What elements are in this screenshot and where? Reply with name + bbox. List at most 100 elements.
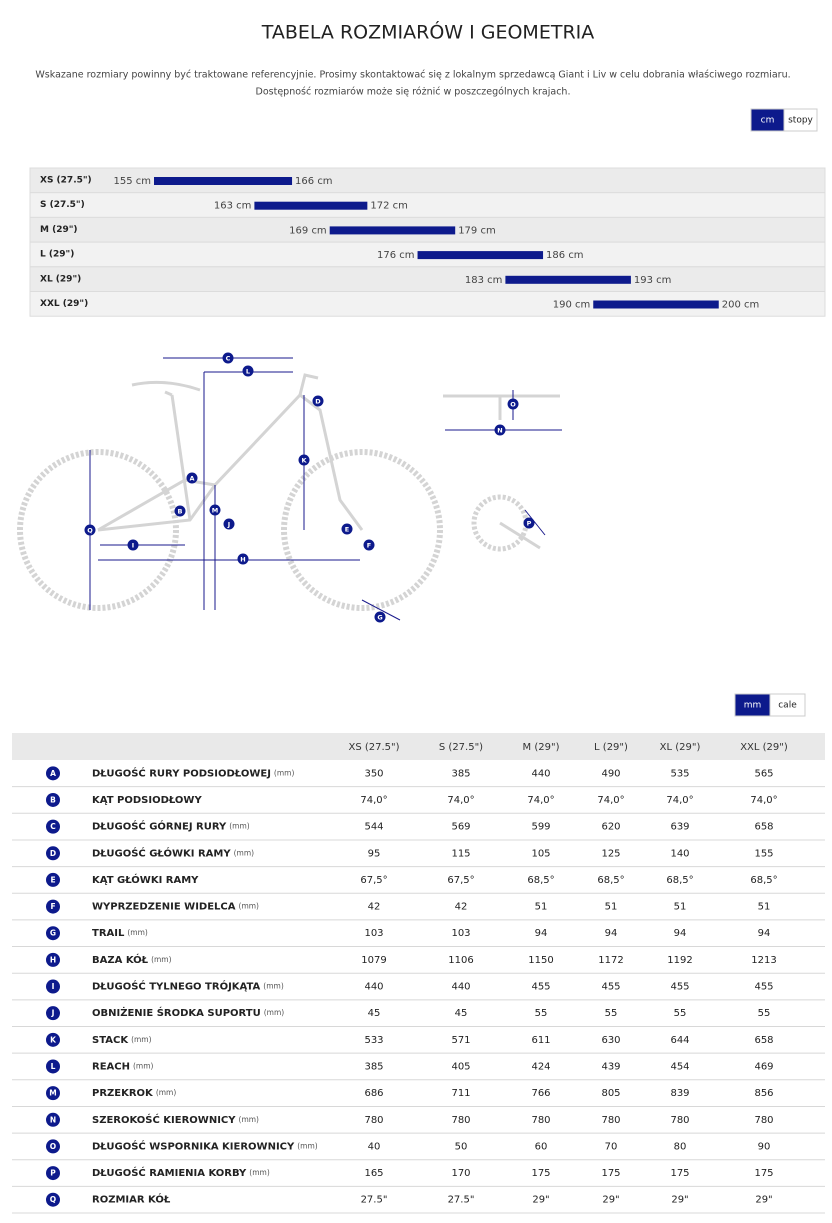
unit-toggle[interactable]: [769, 693, 806, 717]
cell-value: 115: [451, 848, 470, 859]
max-label: 193 cm: [634, 275, 672, 286]
diagram-letter: L: [246, 368, 250, 376]
cell-value: 29": [602, 1195, 619, 1206]
diagram-marker: [174, 505, 186, 517]
cell-value: 40: [368, 1141, 381, 1152]
diagram-marker: [298, 454, 310, 466]
cell-value: 405: [451, 1061, 470, 1072]
param-name: WYPRZEDZENIE WIDELCA: [92, 902, 236, 913]
max-label: 179 cm: [458, 225, 496, 236]
cell-value: 42: [368, 902, 381, 913]
height-range-bar: [593, 300, 719, 309]
cell-value: 94: [535, 928, 548, 939]
row-name: DŁUGOŚĆ RURY PODSIODŁOWEJ (mm): [92, 766, 294, 779]
height-range-bar: [417, 251, 544, 260]
row-letter: O: [50, 1142, 56, 1151]
cell-value: 74,0°: [360, 795, 387, 806]
cell-value: 55: [605, 1008, 618, 1019]
unit-label[interactable]: stopy: [788, 116, 813, 126]
row-name: SZEROKOŚĆ KIEROWNICY (mm): [92, 1113, 259, 1126]
row-name: PRZEKROK (mm): [92, 1088, 176, 1099]
cell-value: 29": [755, 1195, 772, 1206]
column-header: XS (27.5"): [348, 742, 399, 753]
cell-value: 780: [754, 1115, 773, 1126]
row-letter: N: [50, 1115, 56, 1124]
diagram-marker: [494, 424, 506, 436]
unit-label[interactable]: cale: [778, 701, 797, 711]
letter-badge: [46, 1032, 60, 1047]
cell-value: 780: [670, 1115, 689, 1126]
cell-value: 571: [451, 1035, 470, 1046]
letter-badge: [46, 1059, 60, 1074]
cell-value: 711: [451, 1088, 470, 1099]
diagram-marker: [523, 517, 535, 529]
column-header: L (29"): [594, 742, 628, 753]
param-name: KĄT GŁÓWKI RAMY: [92, 873, 199, 886]
cell-value: 658: [754, 1035, 773, 1046]
letter-badge: [46, 792, 60, 807]
cell-value: 68,5°: [597, 875, 624, 886]
diagram-letter: G: [377, 614, 382, 622]
param-unit: (mm): [133, 1061, 154, 1070]
row-letter: F: [50, 902, 55, 911]
diagram-letter: K: [301, 457, 307, 465]
param-name: DŁUGOŚĆ WSPORNIKA KIEROWNICY: [92, 1139, 295, 1152]
letter-badge: [46, 1086, 60, 1101]
row-letter: B: [50, 795, 56, 804]
cell-value: 45: [368, 1008, 381, 1019]
cell-value: 70: [605, 1141, 618, 1152]
unit-label[interactable]: mm: [744, 701, 762, 711]
cell-value: 74,0°: [597, 795, 624, 806]
cell-value: 103: [451, 928, 470, 939]
max-label: 186 cm: [546, 250, 584, 261]
cell-value: 350: [364, 768, 383, 779]
param-unit: (mm): [151, 955, 172, 964]
diagram-letter: P: [527, 520, 532, 528]
cell-value: 29": [532, 1195, 549, 1206]
size-row: [29, 291, 826, 317]
height-range-bar: [154, 177, 293, 185]
letter-badge: [46, 926, 60, 941]
letter-badge: [46, 846, 60, 861]
cell-value: 630: [601, 1035, 620, 1046]
param-unit: (mm): [131, 1035, 152, 1044]
diagram-letter: D: [315, 398, 321, 406]
size-label: XL (29"): [40, 274, 81, 284]
cell-value: 385: [451, 768, 470, 779]
letter-badge: [46, 1166, 60, 1181]
param-name: SZEROKOŚĆ KIEROWNICY: [92, 1113, 236, 1126]
column-header: M (29"): [523, 742, 560, 753]
size-row: [29, 266, 826, 292]
cell-value: 60: [535, 1141, 548, 1152]
diagram-letter: A: [189, 475, 194, 483]
letter-badge: [46, 952, 60, 967]
cell-value: 639: [670, 822, 689, 833]
cell-value: 620: [601, 822, 620, 833]
cell-value: 644: [670, 1035, 689, 1046]
unit-toggle[interactable]: [783, 108, 818, 132]
diagram-letter: B: [178, 508, 183, 516]
unit-label[interactable]: cm: [761, 116, 775, 126]
max-label: 166 cm: [295, 176, 333, 187]
size-label: M (29"): [40, 225, 78, 235]
cell-value: 440: [451, 982, 470, 993]
row-name: ROZMIAR KÓŁ: [92, 1193, 171, 1206]
param-unit: (mm): [239, 902, 260, 911]
row-name: WYPRZEDZENIE WIDELCA (mm): [92, 902, 259, 913]
param-name: DŁUGOŚĆ RAMIENIA KORBY: [92, 1166, 247, 1179]
cell-value: 385: [364, 1061, 383, 1072]
cell-value: 1106: [448, 955, 473, 966]
cell-value: 175: [531, 1168, 550, 1179]
cell-value: 55: [674, 1008, 687, 1019]
row-name: STACK (mm): [92, 1035, 152, 1046]
row-name: DŁUGOŚĆ GŁÓWKI RAMY (mm): [92, 846, 254, 859]
param-name: BAZA KÓŁ: [92, 953, 149, 966]
size-row: [29, 192, 826, 218]
row-letter: E: [50, 875, 55, 884]
param-name: KĄT PODSIODŁOWY: [92, 795, 202, 806]
cell-value: 67,5°: [447, 875, 474, 886]
cell-value: 611: [531, 1035, 550, 1046]
cell-value: 51: [535, 902, 548, 913]
param-unit: (mm): [239, 1115, 260, 1124]
